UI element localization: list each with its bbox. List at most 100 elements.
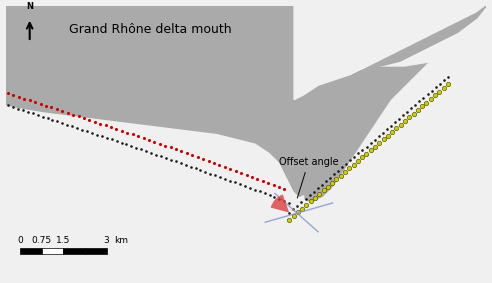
Point: [253, 176, 261, 181]
Text: 0.75: 0.75: [31, 236, 52, 245]
Point: [172, 147, 180, 152]
Point: [293, 203, 301, 208]
Point: [29, 111, 37, 116]
Point: [108, 137, 116, 142]
Point: [221, 177, 229, 181]
Point: [24, 110, 31, 114]
Point: [354, 159, 362, 163]
Bar: [20, 248, 42, 254]
Point: [256, 189, 264, 194]
Point: [129, 132, 137, 137]
Point: [194, 155, 202, 159]
Point: [19, 108, 27, 112]
Polygon shape: [352, 6, 487, 76]
Point: [4, 91, 12, 96]
Point: [298, 207, 306, 211]
Point: [177, 161, 184, 165]
Point: [142, 149, 150, 153]
Point: [264, 180, 272, 185]
Point: [271, 195, 278, 199]
Point: [102, 123, 110, 128]
Point: [9, 93, 17, 97]
Point: [380, 137, 388, 142]
Point: [407, 106, 415, 111]
Point: [427, 97, 434, 101]
Point: [241, 184, 249, 188]
Point: [152, 152, 160, 157]
Point: [367, 141, 374, 145]
Point: [147, 151, 155, 155]
Point: [178, 149, 185, 153]
Point: [75, 114, 83, 119]
Point: [403, 110, 411, 114]
Point: [294, 210, 302, 215]
Point: [96, 121, 104, 126]
Point: [98, 134, 106, 138]
Point: [435, 89, 443, 94]
Point: [118, 141, 125, 145]
Point: [345, 166, 353, 171]
Point: [387, 123, 395, 128]
Point: [196, 168, 204, 172]
Point: [134, 134, 142, 139]
Point: [91, 119, 99, 124]
Point: [63, 123, 71, 127]
Point: [436, 82, 444, 86]
Point: [80, 116, 88, 121]
Point: [298, 200, 306, 204]
Point: [418, 104, 426, 108]
Text: Offset angle: Offset angle: [278, 157, 338, 198]
Point: [182, 162, 189, 167]
Point: [384, 133, 392, 138]
Polygon shape: [294, 6, 487, 100]
Point: [210, 160, 218, 165]
Point: [161, 143, 169, 148]
Point: [226, 166, 234, 171]
Point: [306, 193, 313, 198]
Point: [246, 186, 254, 190]
Point: [251, 187, 259, 192]
Point: [183, 151, 191, 155]
Point: [162, 156, 170, 160]
Point: [358, 155, 366, 160]
Point: [311, 196, 319, 200]
Bar: [42, 248, 63, 254]
Point: [157, 154, 165, 158]
Text: km: km: [114, 236, 128, 245]
Point: [127, 144, 135, 148]
Point: [431, 93, 439, 97]
Point: [132, 145, 140, 150]
Point: [310, 190, 318, 194]
Point: [201, 170, 209, 174]
Point: [39, 114, 47, 119]
Point: [248, 174, 256, 179]
Point: [328, 181, 336, 185]
Point: [68, 124, 76, 129]
Point: [212, 173, 219, 177]
Point: [307, 199, 315, 204]
Point: [363, 144, 370, 149]
Text: 1.5: 1.5: [56, 236, 70, 245]
Point: [4, 103, 12, 108]
Point: [359, 148, 367, 152]
Point: [243, 172, 250, 177]
Point: [363, 152, 370, 156]
Point: [73, 126, 81, 130]
Point: [393, 126, 400, 130]
Point: [226, 178, 234, 183]
Point: [318, 183, 326, 187]
Point: [444, 75, 452, 79]
Point: [423, 100, 430, 105]
Point: [237, 170, 245, 175]
Point: [338, 165, 346, 170]
Point: [367, 148, 374, 153]
Point: [395, 116, 403, 121]
Point: [191, 166, 199, 171]
Point: [420, 96, 428, 100]
Point: [93, 132, 101, 137]
Point: [371, 137, 379, 142]
Point: [221, 164, 229, 169]
Point: [266, 193, 274, 198]
Point: [303, 203, 310, 207]
Point: [342, 162, 350, 166]
